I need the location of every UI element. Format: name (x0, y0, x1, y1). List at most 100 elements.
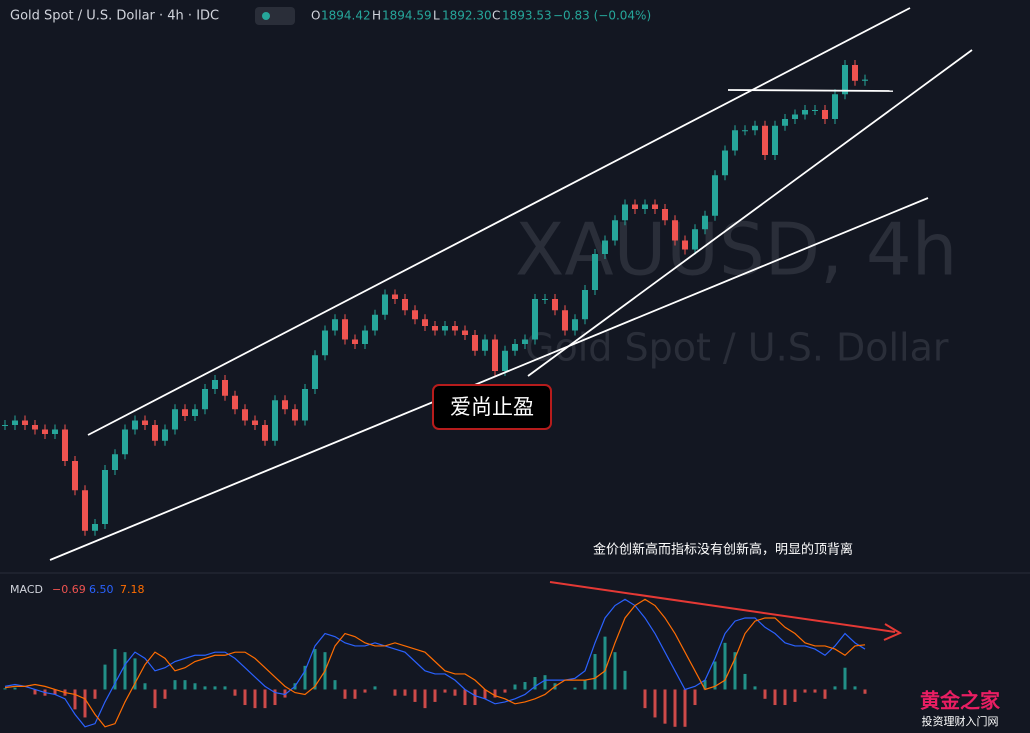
logo-title: 黄金之家 (920, 689, 1001, 713)
candle (232, 395, 238, 410)
histogram-bar (133, 658, 137, 690)
histogram-bar (673, 689, 677, 727)
candle (142, 420, 148, 425)
candle (362, 330, 368, 344)
histogram-bar (343, 689, 347, 699)
histogram-bar (353, 689, 357, 699)
histogram-bar (473, 689, 477, 706)
histogram-bar (513, 684, 517, 690)
histogram-bar (463, 689, 467, 706)
histogram-bar (413, 689, 417, 702)
candle (352, 339, 358, 344)
histogram-bar (173, 680, 177, 690)
candle (672, 220, 678, 241)
candle (202, 389, 208, 410)
candle (802, 110, 808, 115)
annotation: 金价创新高而指标没有创新高，明显的顶背离 (593, 542, 853, 558)
candle (292, 409, 298, 421)
candle (832, 94, 838, 119)
candle (572, 319, 578, 331)
change: −0.83 (−0.04%) (553, 9, 651, 23)
histogram-bar (803, 689, 807, 693)
candle (82, 490, 88, 531)
candle (302, 389, 308, 421)
candle (282, 400, 288, 410)
histogram-bar (243, 689, 247, 706)
candle (502, 350, 508, 371)
ohlc-value: 1892.30 (442, 9, 492, 23)
candle (332, 319, 338, 331)
candle (702, 215, 708, 230)
macd-line (4, 598, 866, 728)
histogram-bar (593, 654, 597, 690)
histogram-bar (543, 675, 547, 690)
histogram-bar (783, 689, 787, 706)
histogram-bar (13, 687, 17, 690)
candle (692, 229, 698, 250)
histogram-bar (583, 680, 587, 690)
candle (212, 380, 218, 389)
candle (542, 299, 548, 300)
candle (402, 299, 408, 311)
watermark-name: Gold Spot / U.S. Dollar (525, 326, 949, 370)
candle (102, 470, 108, 524)
candle (582, 290, 588, 320)
histogram-bar (863, 689, 867, 694)
candle (372, 314, 378, 331)
badge (255, 7, 295, 25)
histogram-bar (313, 649, 317, 690)
histogram-bar (263, 689, 267, 709)
candle (2, 425, 8, 426)
histogram-bar (83, 689, 87, 718)
candle (32, 425, 38, 430)
candle (512, 344, 518, 351)
candle (322, 330, 328, 356)
candle (722, 150, 728, 176)
histogram-bar (483, 689, 487, 699)
support-line (527, 49, 973, 377)
histogram-bar (403, 689, 407, 696)
histogram-bar (683, 689, 687, 727)
candle (22, 420, 28, 425)
histogram-bar (743, 673, 747, 690)
candle (72, 461, 78, 491)
histogram-bar (73, 689, 77, 710)
ohlc-label: L (433, 9, 440, 23)
ohlc-value: 1893.53 (502, 9, 552, 23)
logo-subtitle: 投资理财入门网 (922, 714, 999, 728)
header: Gold Spot / U.S. Dollar · 4h · IDC O 189… (10, 7, 651, 596)
candle (312, 355, 318, 389)
histogram-bar (93, 689, 97, 699)
candle (52, 429, 58, 434)
candle (642, 204, 648, 209)
candle (752, 125, 758, 131)
histogram-bar (793, 689, 797, 702)
candle (732, 130, 738, 151)
candle (772, 125, 778, 155)
candle (812, 110, 818, 111)
histogram-bar (423, 689, 427, 709)
histogram-bar (603, 636, 607, 690)
histogram-bar (773, 689, 777, 706)
histogram-bar (613, 652, 617, 690)
histogram-bar (153, 689, 157, 709)
histogram-bar (833, 686, 837, 690)
candle (472, 335, 478, 351)
label-box (432, 384, 552, 430)
ohlc-label: C (492, 9, 500, 23)
histogram-bar (303, 665, 307, 690)
candle (662, 209, 668, 221)
candle (532, 299, 538, 340)
candle (462, 330, 468, 335)
candle (342, 319, 348, 340)
channel-upper (87, 7, 911, 436)
histogram-bar (443, 689, 447, 693)
candle (92, 524, 98, 531)
ohlc-value: 1894.42 (321, 9, 371, 23)
arrow-head (883, 623, 903, 641)
candle (622, 204, 628, 221)
watermark-symbol: XAUUSD, 4h (515, 208, 957, 292)
macd-title: MACD (10, 583, 43, 596)
ohlc-label: O (311, 9, 320, 23)
